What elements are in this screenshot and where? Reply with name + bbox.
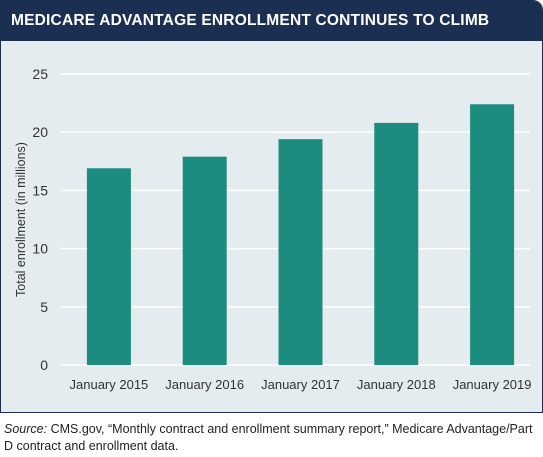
x-tick-label: January 2018 [357,377,436,392]
bar-5 [470,104,515,365]
y-axis-label: Total enrollment (in millions) [14,142,28,297]
x-tick-label: January 2019 [453,377,532,392]
y-tick-label: 15 [32,182,48,198]
y-tick-label: 10 [32,241,48,257]
bar-2 [182,156,227,365]
bar-4 [374,122,419,365]
x-tick-label: January 2017 [261,377,340,392]
y-tick-label: 5 [40,299,48,315]
x-tick-label: January 2015 [70,377,149,392]
y-tick-label: 0 [40,357,48,373]
bar-1 [86,168,131,365]
chart-card: MEDICARE ADVANTAGE ENROLLMENT CONTINUES … [0,0,543,413]
y-tick-label: 25 [32,66,48,82]
x-tick-label: January 2016 [165,377,244,392]
chart-title: MEDICARE ADVANTAGE ENROLLMENT CONTINUES … [1,1,542,41]
source-text: CMS.gov, “Monthly contract and enrollmen… [4,422,533,453]
bar-chart: 0 5 10 15 20 25 Total enrollment (in millions)… [14,66,532,392]
plot-area: 0 5 10 15 20 25 Total enrollment (in millions)… [1,41,542,412]
source-label: Source: [4,422,48,436]
y-tick-label: 20 [32,124,48,140]
source-note: Source: CMS.gov, “Monthly contract and e… [4,421,540,455]
bar-3 [278,139,323,365]
